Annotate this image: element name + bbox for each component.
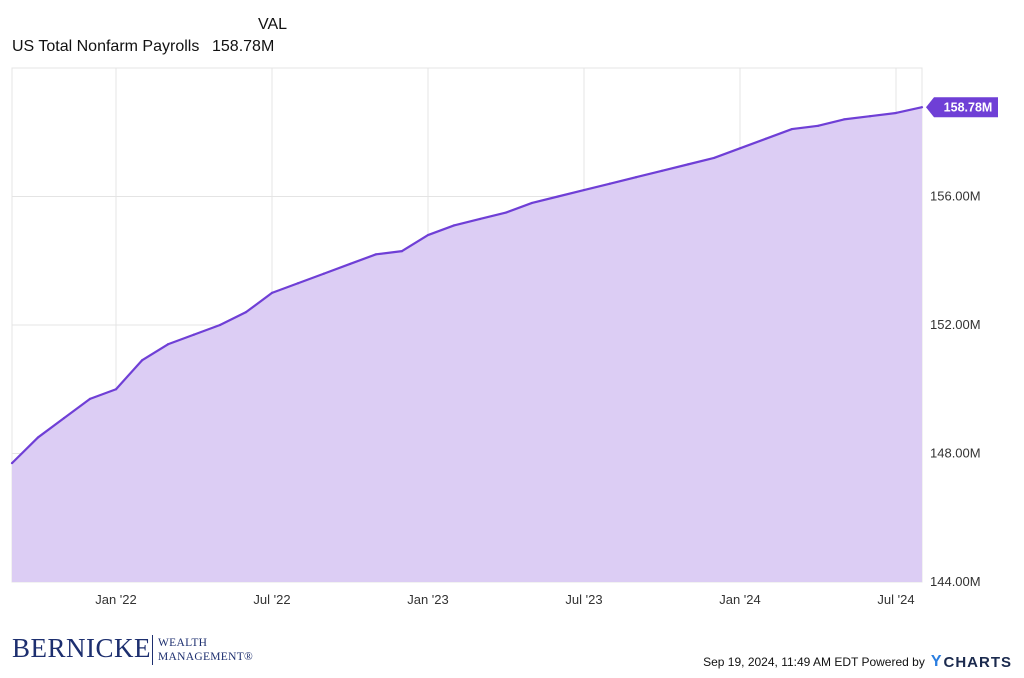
x-tick-label: Jan '23 [407,592,449,607]
data-point [10,462,14,465]
x-tick-label: Jul '23 [565,592,602,607]
data-point [504,211,508,214]
data-point [218,323,222,327]
data-point [88,397,92,400]
data-point [244,311,248,314]
data-point [582,188,586,192]
data-point [608,182,612,185]
data-point [842,118,846,121]
series-area [12,107,922,582]
data-point [348,262,352,266]
footer-credit: Sep 19, 2024, 11:49 AM EDT Powered by Y … [703,653,1012,671]
data-point [478,217,482,221]
x-tick-label: Jan '22 [95,592,137,607]
data-point [790,127,794,131]
x-tick-label: Jul '22 [253,592,290,607]
data-point [660,169,664,172]
data-point [192,333,196,336]
brand-sub-management: MANAGEMENT® [158,651,254,663]
data-point [556,195,560,198]
y-tick-label: 148.00M [930,446,981,461]
data-point [634,176,638,179]
timestamp-text: Sep 19, 2024, 11:49 AM EDT Powered by [703,655,925,669]
data-point [712,156,716,160]
data-point [920,106,924,109]
last-value-tag [926,97,998,118]
data-point [686,163,690,166]
data-point [374,253,378,256]
data-point [868,115,872,118]
data-point [166,343,170,346]
legend-header: VAL [258,16,288,33]
data-point [62,417,66,420]
data-point [140,359,144,362]
data-point [738,147,742,150]
data-point [530,201,534,205]
legend-series-name: US Total Nonfarm Payrolls [12,38,200,55]
data-point [816,124,820,127]
last-value-label: 158.78M [944,101,993,115]
y-tick-label: 156.00M [930,189,981,204]
data-point [296,282,300,285]
data-point [452,224,456,227]
x-tick-label: Jul '24 [877,592,914,607]
y-tick-label: 144.00M [930,574,981,589]
ycharts-logo: Y CHARTS [931,653,1012,671]
brand-divider [152,635,153,665]
data-point [270,291,274,294]
y-tick-label: 152.00M [930,317,981,332]
data-point [322,272,326,275]
ycharts-logo-text: CHARTS [943,653,1012,671]
brand-name: BERNICKE [12,633,151,663]
data-point [894,111,898,115]
x-tick-label: Jan '24 [719,592,761,607]
brand-sub-wealth: WEALTH [158,637,208,649]
legend-series-value: 158.78M [212,38,275,55]
ycharts-y-icon: Y [930,653,943,670]
data-point [36,436,40,439]
data-point [114,388,118,391]
data-point [764,137,768,140]
data-point [400,250,404,253]
series-line [11,106,923,464]
data-point [426,233,430,237]
